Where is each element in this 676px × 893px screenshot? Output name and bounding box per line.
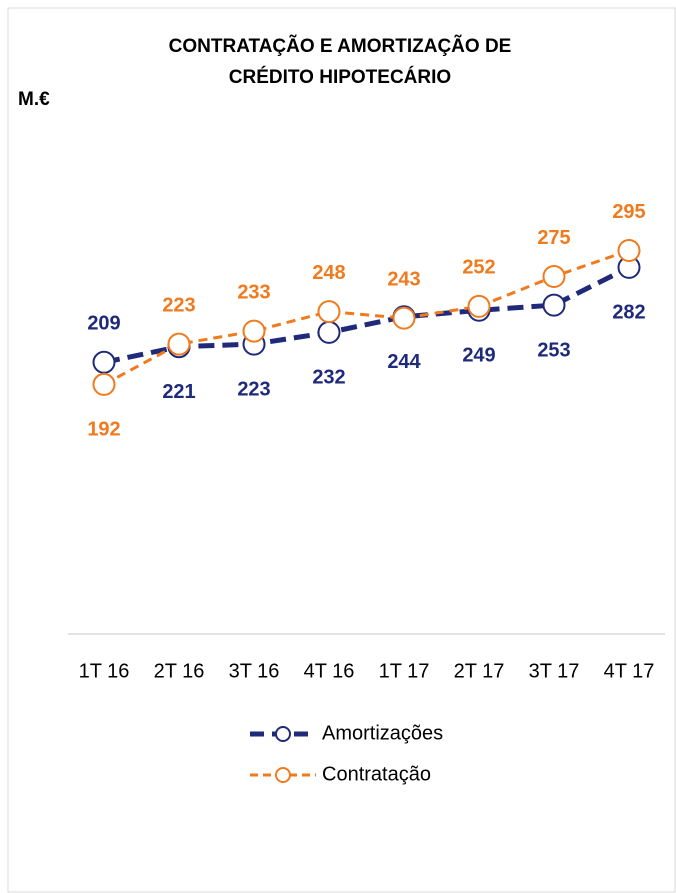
x-tick-label: 4T 16 bbox=[304, 660, 355, 682]
series-line bbox=[103, 249, 630, 386]
x-tick-label: 3T 17 bbox=[529, 660, 580, 682]
point-marker bbox=[467, 294, 491, 318]
data-label: 223 bbox=[162, 294, 195, 316]
legend-marker bbox=[275, 767, 291, 783]
y-axis-label: M.€ bbox=[18, 89, 50, 110]
data-label: 253 bbox=[537, 339, 570, 361]
data-label: 244 bbox=[387, 351, 421, 373]
chart-title: CRÉDITO HIPOTECÁRIO bbox=[229, 66, 451, 88]
point-marker bbox=[92, 372, 116, 396]
chart-frame bbox=[7, 7, 676, 893]
legend-marker bbox=[275, 726, 291, 742]
point-marker bbox=[542, 293, 566, 317]
x-tick-label: 2T 16 bbox=[154, 660, 205, 682]
data-label: 232 bbox=[312, 367, 345, 389]
x-tick-label: 2T 17 bbox=[454, 660, 505, 682]
point-marker bbox=[542, 265, 566, 288]
data-label: 221 bbox=[162, 381, 195, 403]
legend-label: Contratação bbox=[322, 763, 431, 785]
series-line bbox=[103, 265, 631, 365]
point-marker bbox=[617, 239, 641, 262]
point-marker bbox=[392, 306, 416, 330]
data-label: 243 bbox=[387, 268, 420, 290]
data-label: 209 bbox=[87, 313, 120, 335]
data-label: 282 bbox=[612, 302, 645, 324]
point-marker bbox=[242, 319, 266, 343]
x-tick-label: 4T 17 bbox=[604, 660, 655, 682]
data-label: 275 bbox=[537, 227, 570, 249]
point-marker bbox=[167, 332, 191, 356]
data-label: 192 bbox=[87, 419, 120, 441]
data-label: 248 bbox=[312, 262, 345, 284]
point-marker bbox=[317, 320, 341, 344]
x-tick-label: 1T 16 bbox=[79, 660, 130, 682]
point-marker bbox=[317, 300, 341, 324]
chart-title: CONTRATAÇÃO E AMORTIZAÇÃO DE bbox=[169, 35, 512, 57]
data-label: 249 bbox=[462, 345, 495, 367]
data-label: 223 bbox=[237, 378, 270, 400]
x-tick-label: 3T 16 bbox=[229, 660, 280, 682]
x-tick-label: 1T 17 bbox=[379, 660, 430, 682]
data-label: 295 bbox=[612, 201, 645, 223]
data-label: 252 bbox=[462, 257, 495, 279]
point-marker bbox=[92, 350, 116, 374]
legend-label: Amortizações bbox=[322, 722, 443, 744]
data-label: 233 bbox=[237, 281, 270, 303]
